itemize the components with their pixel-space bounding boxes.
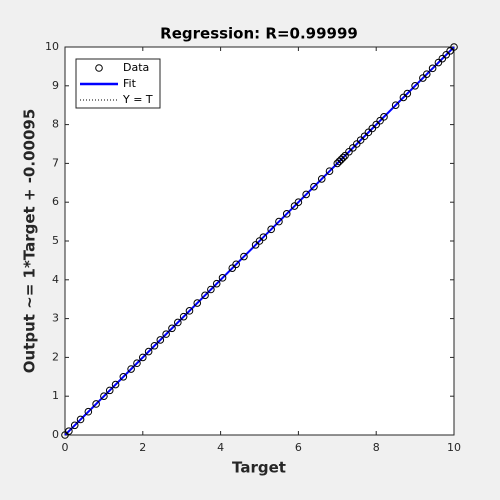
data-point — [174, 318, 182, 327]
data-point — [212, 279, 221, 288]
fit-line — [64, 46, 455, 436]
data-point — [442, 50, 451, 59]
data-point — [201, 291, 209, 300]
data-point — [282, 210, 291, 218]
y-tick-label: 10 — [45, 40, 59, 53]
data-point — [302, 190, 310, 199]
x-tick-label: 6 — [295, 441, 302, 454]
data-point — [428, 64, 437, 73]
data-point — [446, 47, 454, 55]
data-point — [360, 132, 369, 141]
x-tick-label: 4 — [217, 441, 224, 454]
y-tick-label: 3 — [52, 312, 59, 325]
data-point — [372, 120, 381, 129]
y-tick-label: 8 — [52, 118, 59, 131]
data-point — [92, 400, 100, 408]
data-point — [218, 274, 227, 282]
data-point — [325, 167, 334, 175]
data-point — [345, 147, 353, 156]
legend-marker — [95, 64, 103, 72]
data-point — [185, 307, 194, 315]
data-point — [267, 225, 275, 234]
y-axis-label: Output ~= 1*Target + -0.00095 — [21, 109, 39, 374]
data-point — [434, 58, 443, 67]
data-point — [376, 116, 384, 125]
data-point — [450, 43, 458, 51]
data-point — [65, 427, 73, 435]
data-point — [228, 264, 237, 272]
data-point — [150, 341, 159, 350]
y-tick-label: 5 — [52, 234, 59, 247]
data-point — [380, 113, 388, 121]
data-point — [240, 252, 248, 261]
data-point — [337, 155, 345, 164]
data-point — [179, 312, 188, 321]
data-point — [139, 353, 147, 362]
data-point — [391, 101, 400, 109]
data-point — [119, 373, 128, 381]
data-point — [133, 359, 141, 368]
data-point — [294, 198, 303, 206]
data-point — [144, 347, 153, 356]
data-point — [111, 380, 120, 389]
y-tick-label: 7 — [52, 156, 59, 169]
x-tick-label: 2 — [139, 441, 146, 454]
legend-label: Data — [123, 61, 149, 74]
data-point — [356, 136, 365, 144]
data-point — [70, 421, 79, 430]
legend-label: Fit — [123, 77, 137, 90]
y-tick-label: 2 — [52, 350, 59, 363]
data-point — [61, 431, 69, 439]
data-point — [275, 217, 283, 226]
data-point — [422, 70, 431, 78]
data-point — [403, 89, 412, 98]
data-point — [290, 202, 299, 210]
data-point — [335, 157, 344, 166]
data-point — [100, 392, 108, 401]
data-point — [207, 285, 215, 294]
data-point — [127, 365, 135, 373]
data-point — [251, 241, 260, 249]
data-point — [419, 74, 427, 82]
data-point — [162, 330, 170, 338]
data-point — [193, 299, 202, 307]
y-tick-label: 6 — [52, 195, 59, 208]
data-point — [232, 260, 240, 269]
data-point — [368, 124, 377, 133]
data-point — [259, 233, 268, 241]
data-point — [341, 151, 349, 160]
data-point — [168, 324, 176, 333]
legend-label: Y = T — [122, 93, 153, 106]
y-tick-label: 1 — [52, 389, 59, 402]
x-axis-label: Target — [232, 459, 286, 477]
y-tick-label: 9 — [52, 79, 59, 92]
chart-title: Regression: R=0.99999 — [160, 25, 358, 43]
y-tick-label: 4 — [52, 273, 59, 286]
data-point — [333, 159, 342, 168]
data-point — [310, 182, 318, 191]
x-tick-label: 10 — [447, 441, 461, 454]
data-point — [364, 128, 373, 137]
data-point — [399, 93, 408, 102]
data-point — [339, 153, 347, 162]
x-tick-label: 0 — [62, 441, 69, 454]
data-point — [349, 144, 357, 152]
x-tick-label: 8 — [373, 441, 380, 454]
data-point — [105, 386, 114, 395]
y-tick-label: 0 — [52, 428, 59, 441]
data-point — [411, 82, 419, 90]
data-point — [352, 140, 361, 148]
data-point — [438, 54, 447, 63]
data-point — [255, 237, 264, 245]
data-point — [76, 415, 85, 424]
data-point — [317, 175, 326, 183]
data-point — [84, 407, 93, 416]
data-point — [156, 336, 165, 344]
